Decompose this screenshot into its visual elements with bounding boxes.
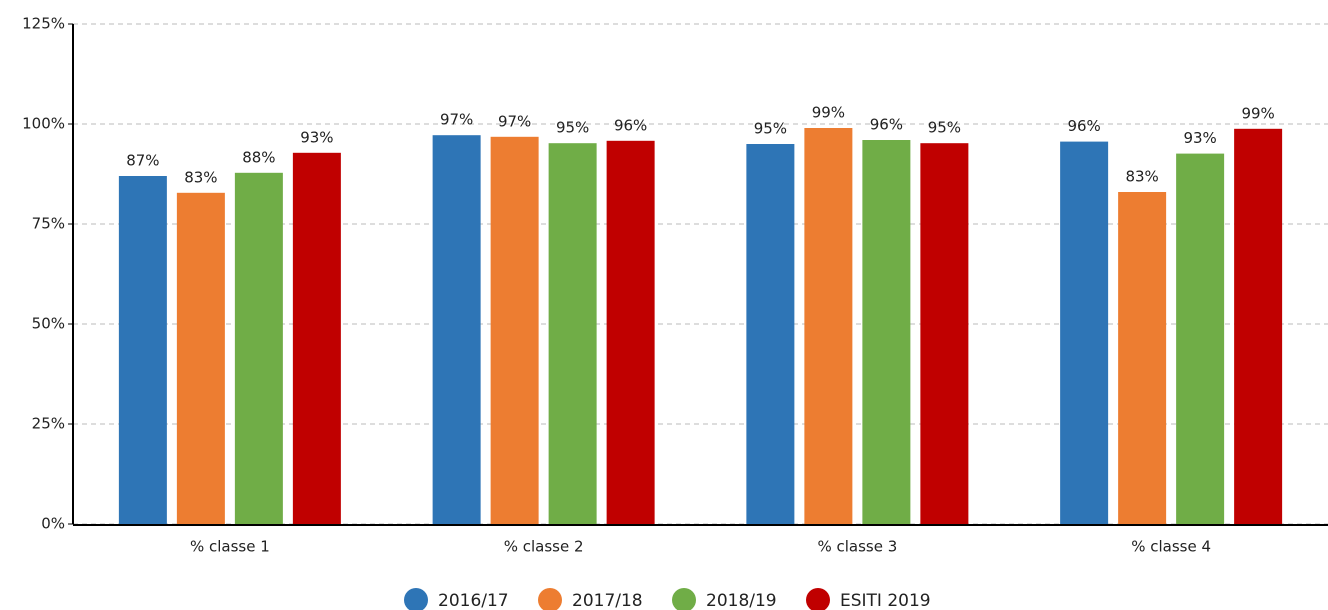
data-label: 87% (126, 152, 159, 170)
bar (606, 140, 655, 525)
data-label: 93% (300, 128, 333, 146)
bar (292, 152, 341, 525)
bar (746, 144, 795, 524)
data-label: 95% (754, 120, 787, 138)
data-label: 99% (812, 104, 845, 122)
y-tick-label: 75% (32, 215, 65, 233)
x-tick-label: % classe 1 (190, 538, 270, 556)
data-label: 96% (1067, 117, 1100, 135)
bar (804, 128, 853, 524)
x-tick-label: % classe 2 (504, 538, 584, 556)
y-tick-label: 25% (32, 415, 65, 433)
bar (548, 143, 597, 524)
y-tick-label: 0% (41, 515, 65, 533)
data-label: 95% (556, 119, 589, 137)
data-label: 93% (1183, 129, 1216, 147)
bar (1118, 192, 1167, 524)
data-label: 96% (870, 116, 903, 134)
data-label: 95% (928, 119, 961, 137)
legend-swatch (404, 588, 428, 610)
legend-label: 2017/18 (572, 591, 643, 610)
bar (234, 172, 283, 525)
bar (1234, 128, 1283, 525)
bar (862, 140, 911, 524)
legend-label: ESITI 2019 (840, 591, 931, 610)
legend-label: 2018/19 (706, 591, 777, 610)
bar (176, 192, 225, 525)
data-label: 97% (440, 111, 473, 129)
y-tick-label: 100% (22, 115, 65, 133)
legend-swatch (806, 588, 830, 610)
legend-swatch (538, 588, 562, 610)
data-label: 83% (184, 168, 217, 186)
bar (920, 143, 969, 524)
x-tick-label: % classe 4 (1131, 538, 1211, 556)
y-tick-label: 125% (22, 15, 65, 33)
data-label: 88% (242, 148, 275, 166)
x-tick-label: % classe 3 (817, 538, 897, 556)
data-label: 97% (498, 112, 531, 130)
bar (1060, 141, 1109, 524)
data-label: 83% (1125, 168, 1158, 186)
bar (118, 176, 167, 524)
bar (1176, 153, 1225, 524)
bar (490, 136, 539, 525)
data-label: 96% (614, 116, 647, 134)
bar (432, 135, 481, 524)
legend-label: 2016/17 (438, 591, 509, 610)
legend-swatch (672, 588, 696, 610)
y-tick-label: 50% (32, 315, 65, 333)
data-label: 99% (1241, 104, 1274, 122)
